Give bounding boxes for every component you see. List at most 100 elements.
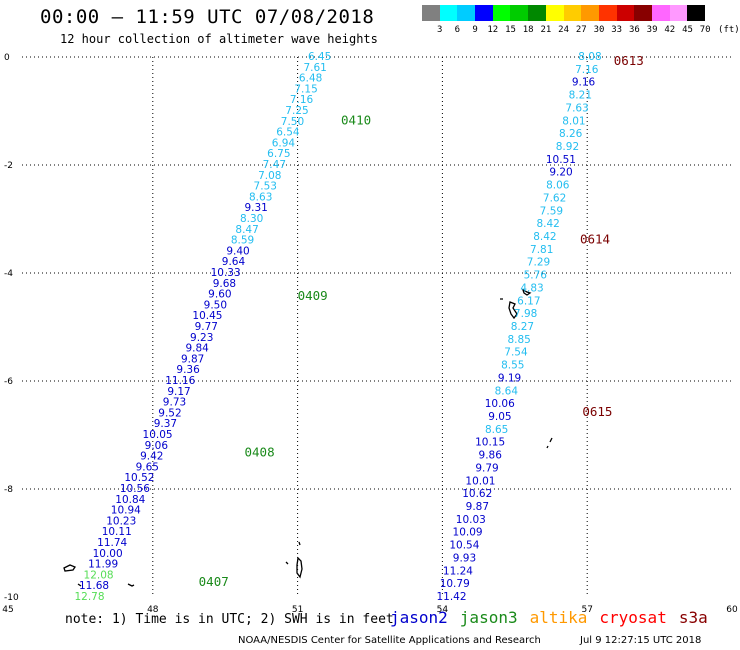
island-6 bbox=[546, 437, 553, 449]
wave-height-value: 10.05 bbox=[143, 429, 173, 441]
wave-height-value: 9.87 bbox=[466, 501, 489, 513]
wave-height-value: 8.06 bbox=[546, 180, 570, 192]
legend-label: 42 bbox=[664, 25, 676, 35]
legend-swatch bbox=[545, 5, 564, 21]
wave-height-value: 9.84 bbox=[185, 343, 209, 355]
island-2 bbox=[77, 583, 82, 587]
wave-height-value: 10.62 bbox=[462, 488, 492, 500]
wave-height-value: 9.52 bbox=[158, 407, 181, 419]
footer-note: note: 1) Time is in UTC; 2) SWH is in fe… bbox=[65, 612, 394, 627]
wave-height-value: 10.54 bbox=[449, 540, 479, 552]
wave-height-value: 10.79 bbox=[440, 578, 470, 590]
altimeter-tracks: 6.457.616.487.157.167.257.506.546.946.75… bbox=[74, 51, 601, 603]
wave-height-value: 11.16 bbox=[165, 375, 195, 387]
wave-height-value: 7.29 bbox=[527, 257, 550, 269]
wave-height-value: 9.19 bbox=[498, 372, 521, 384]
wave-height-value: 7.25 bbox=[285, 105, 308, 117]
wave-height-value: 9.42 bbox=[140, 451, 163, 463]
wave-height-value: 8.47 bbox=[235, 224, 258, 236]
wave-height-value: 9.05 bbox=[488, 411, 511, 423]
legend-swatch bbox=[457, 5, 476, 21]
legend-label: 3 bbox=[436, 25, 443, 35]
wave-height-value: 7.47 bbox=[263, 159, 286, 171]
wave-height-value: 8.27 bbox=[511, 321, 534, 333]
legend-label: 30 bbox=[593, 25, 605, 35]
wave-height-value: 12.78 bbox=[74, 591, 104, 603]
wave-height-value: 9.16 bbox=[572, 77, 596, 89]
x-tick-label: 51 bbox=[292, 605, 303, 615]
wave-height-value: 6.45 bbox=[308, 51, 331, 63]
wave-height-value: 7.15 bbox=[294, 83, 317, 95]
generated-timestamp: Jul 9 12:27:15 UTC 2018 bbox=[580, 635, 702, 646]
legend-swatches bbox=[422, 5, 705, 21]
wave-height-value: 8.08 bbox=[578, 51, 601, 63]
wave-height-value: 8.59 bbox=[231, 235, 254, 247]
y-tick-label: -10 bbox=[4, 593, 19, 603]
satellite-legend: jason2 jason3 altika cryosat s3a bbox=[390, 608, 720, 627]
wave-height-value: 8.64 bbox=[495, 385, 519, 397]
wave-height-value: 9.79 bbox=[475, 462, 498, 474]
satellite-s3a: s3a bbox=[678, 608, 708, 627]
satellite-jason2: jason2 bbox=[390, 608, 448, 627]
wave-height-value: 9.65 bbox=[136, 461, 159, 473]
wave-height-value: 9.64 bbox=[222, 256, 246, 268]
legend-swatch bbox=[492, 5, 511, 21]
wave-height-value: 8.92 bbox=[556, 141, 579, 153]
island-1 bbox=[63, 564, 76, 572]
wave-height-value: 7.16 bbox=[575, 64, 599, 76]
satellite-cryosat: cryosat bbox=[599, 608, 667, 627]
island-4 bbox=[285, 541, 303, 579]
legend-labels: 3 6 9 12 15 18 21 24 27 30 33 36 39 42 45 70 (ft) bbox=[422, 25, 740, 37]
legend-swatch bbox=[634, 5, 652, 21]
y-tick-label: -2 bbox=[4, 161, 13, 171]
wave-height-value: 10.01 bbox=[465, 475, 495, 487]
wave-height-value: 6.48 bbox=[299, 73, 322, 85]
wave-height-value: 10.03 bbox=[456, 514, 486, 526]
wave-height-value: 10.51 bbox=[546, 154, 576, 166]
pass-time-label: 0614 bbox=[580, 231, 610, 246]
legend-label: 36 bbox=[628, 25, 640, 35]
legend-label: 33 bbox=[611, 25, 623, 35]
pass-time-label: 0615 bbox=[582, 404, 612, 419]
wave-height-value: 9.93 bbox=[453, 552, 476, 564]
wave-height-value: 9.77 bbox=[195, 321, 218, 333]
legend-label: 70 bbox=[699, 25, 711, 35]
y-tick-label: 0 bbox=[4, 53, 10, 63]
x-tick-label: 60 bbox=[726, 605, 738, 615]
wave-height-value: 10.00 bbox=[93, 548, 123, 560]
wave-height-value: 11.99 bbox=[88, 559, 118, 571]
wave-height-value: 11.24 bbox=[443, 565, 473, 577]
wave-height-value: 8.55 bbox=[501, 360, 524, 372]
x-tick-label: 48 bbox=[147, 605, 159, 615]
wave-height-value: 10.84 bbox=[115, 494, 145, 506]
credit-text: NOAA/NESDIS Center for Satellite Applica… bbox=[238, 635, 541, 646]
chart-subtitle: 12 hour collection of altimeter wave hei… bbox=[60, 32, 378, 46]
pass-time-label: 0409 bbox=[298, 288, 328, 303]
wave-height-value: 9.60 bbox=[208, 289, 231, 301]
y-tick-label: -8 bbox=[4, 485, 13, 495]
wave-height-value: 8.42 bbox=[536, 218, 559, 230]
wave-height-value: 7.53 bbox=[254, 181, 277, 193]
wave-height-value: 10.94 bbox=[111, 505, 141, 517]
legend-swatch bbox=[687, 5, 705, 21]
island-5 bbox=[500, 288, 532, 320]
wave-height-value: 9.06 bbox=[145, 440, 169, 452]
wave-height-value: 7.16 bbox=[290, 94, 314, 106]
pass-time-label: 0410 bbox=[341, 113, 371, 128]
pass-time-label: 0408 bbox=[245, 445, 275, 460]
x-tick-label: 54 bbox=[437, 605, 449, 615]
wave-height-value: 9.31 bbox=[244, 202, 267, 214]
wave-height-value: 7.50 bbox=[281, 116, 304, 128]
wave-height-value: 10.06 bbox=[485, 398, 515, 410]
map-grid: 45 48 51 54 57 60 0 -2 -4 -6 -8 -10 bbox=[2, 53, 738, 615]
wave-height-value: 6.17 bbox=[517, 295, 540, 307]
legend-label: 18 bbox=[522, 25, 534, 35]
wave-height-value: 9.36 bbox=[176, 364, 200, 376]
wave-height-value: 9.40 bbox=[226, 245, 249, 257]
wave-height-value: 10.09 bbox=[453, 527, 483, 539]
legend-label: 24 bbox=[558, 25, 570, 35]
pass-time-labels: 0410 0409 0408 0407 0613 0614 0615 bbox=[199, 53, 644, 589]
island-3 bbox=[127, 583, 135, 587]
legend-swatch bbox=[563, 5, 582, 21]
